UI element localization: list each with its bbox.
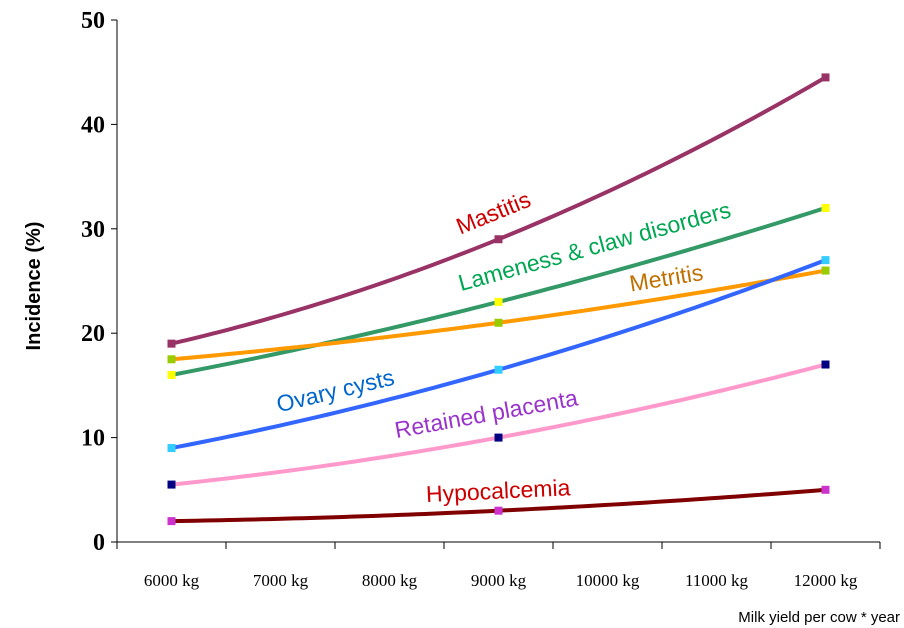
x-tick-label: 8000 kg — [362, 571, 418, 590]
data-point — [494, 297, 503, 306]
y-tick-label: 40 — [81, 112, 105, 138]
y-tick-label: 0 — [93, 530, 105, 556]
series-label: Hypocalcemia — [425, 474, 571, 507]
data-point — [167, 339, 176, 348]
data-point — [167, 480, 176, 489]
data-point — [821, 203, 830, 212]
data-point — [821, 485, 830, 494]
data-point — [821, 256, 830, 265]
x-tick-label: 7000 kg — [253, 571, 309, 590]
y-tick-label: 20 — [81, 321, 105, 347]
x-tick-label: 12000 kg — [794, 571, 858, 590]
y-ticks: 0 10 20 30 40 50 — [81, 8, 117, 556]
x-tick-label: 9000 kg — [471, 571, 527, 590]
y-axis-label: Incidence (%) — [23, 222, 45, 351]
data-point — [494, 318, 503, 327]
y-tick-label: 50 — [81, 8, 105, 34]
data-point — [821, 266, 830, 275]
data-point — [167, 444, 176, 453]
data-point — [494, 235, 503, 244]
data-point — [494, 365, 503, 374]
data-point — [494, 506, 503, 515]
x-ticks: 6000 kg 7000 kg 8000 kg 9000 kg 10000 kg 1100… — [116, 542, 881, 590]
y-tick-label: 10 — [81, 426, 105, 452]
x-tick-label: 10000 kg — [576, 571, 640, 590]
x-tick-label: 11000 kg — [685, 571, 749, 590]
data-point — [494, 433, 503, 442]
data-point — [167, 517, 176, 526]
series-markers — [167, 73, 830, 526]
data-point — [167, 370, 176, 379]
data-point — [167, 355, 176, 364]
axes — [116, 20, 880, 543]
series-label: Ovary cysts — [274, 364, 397, 417]
data-point — [821, 73, 830, 82]
y-tick-label: 30 — [81, 217, 105, 243]
data-point — [821, 360, 830, 369]
x-axis-label: Milk yield per cow * year — [738, 609, 900, 626]
x-tick-label: 6000 kg — [144, 571, 200, 590]
